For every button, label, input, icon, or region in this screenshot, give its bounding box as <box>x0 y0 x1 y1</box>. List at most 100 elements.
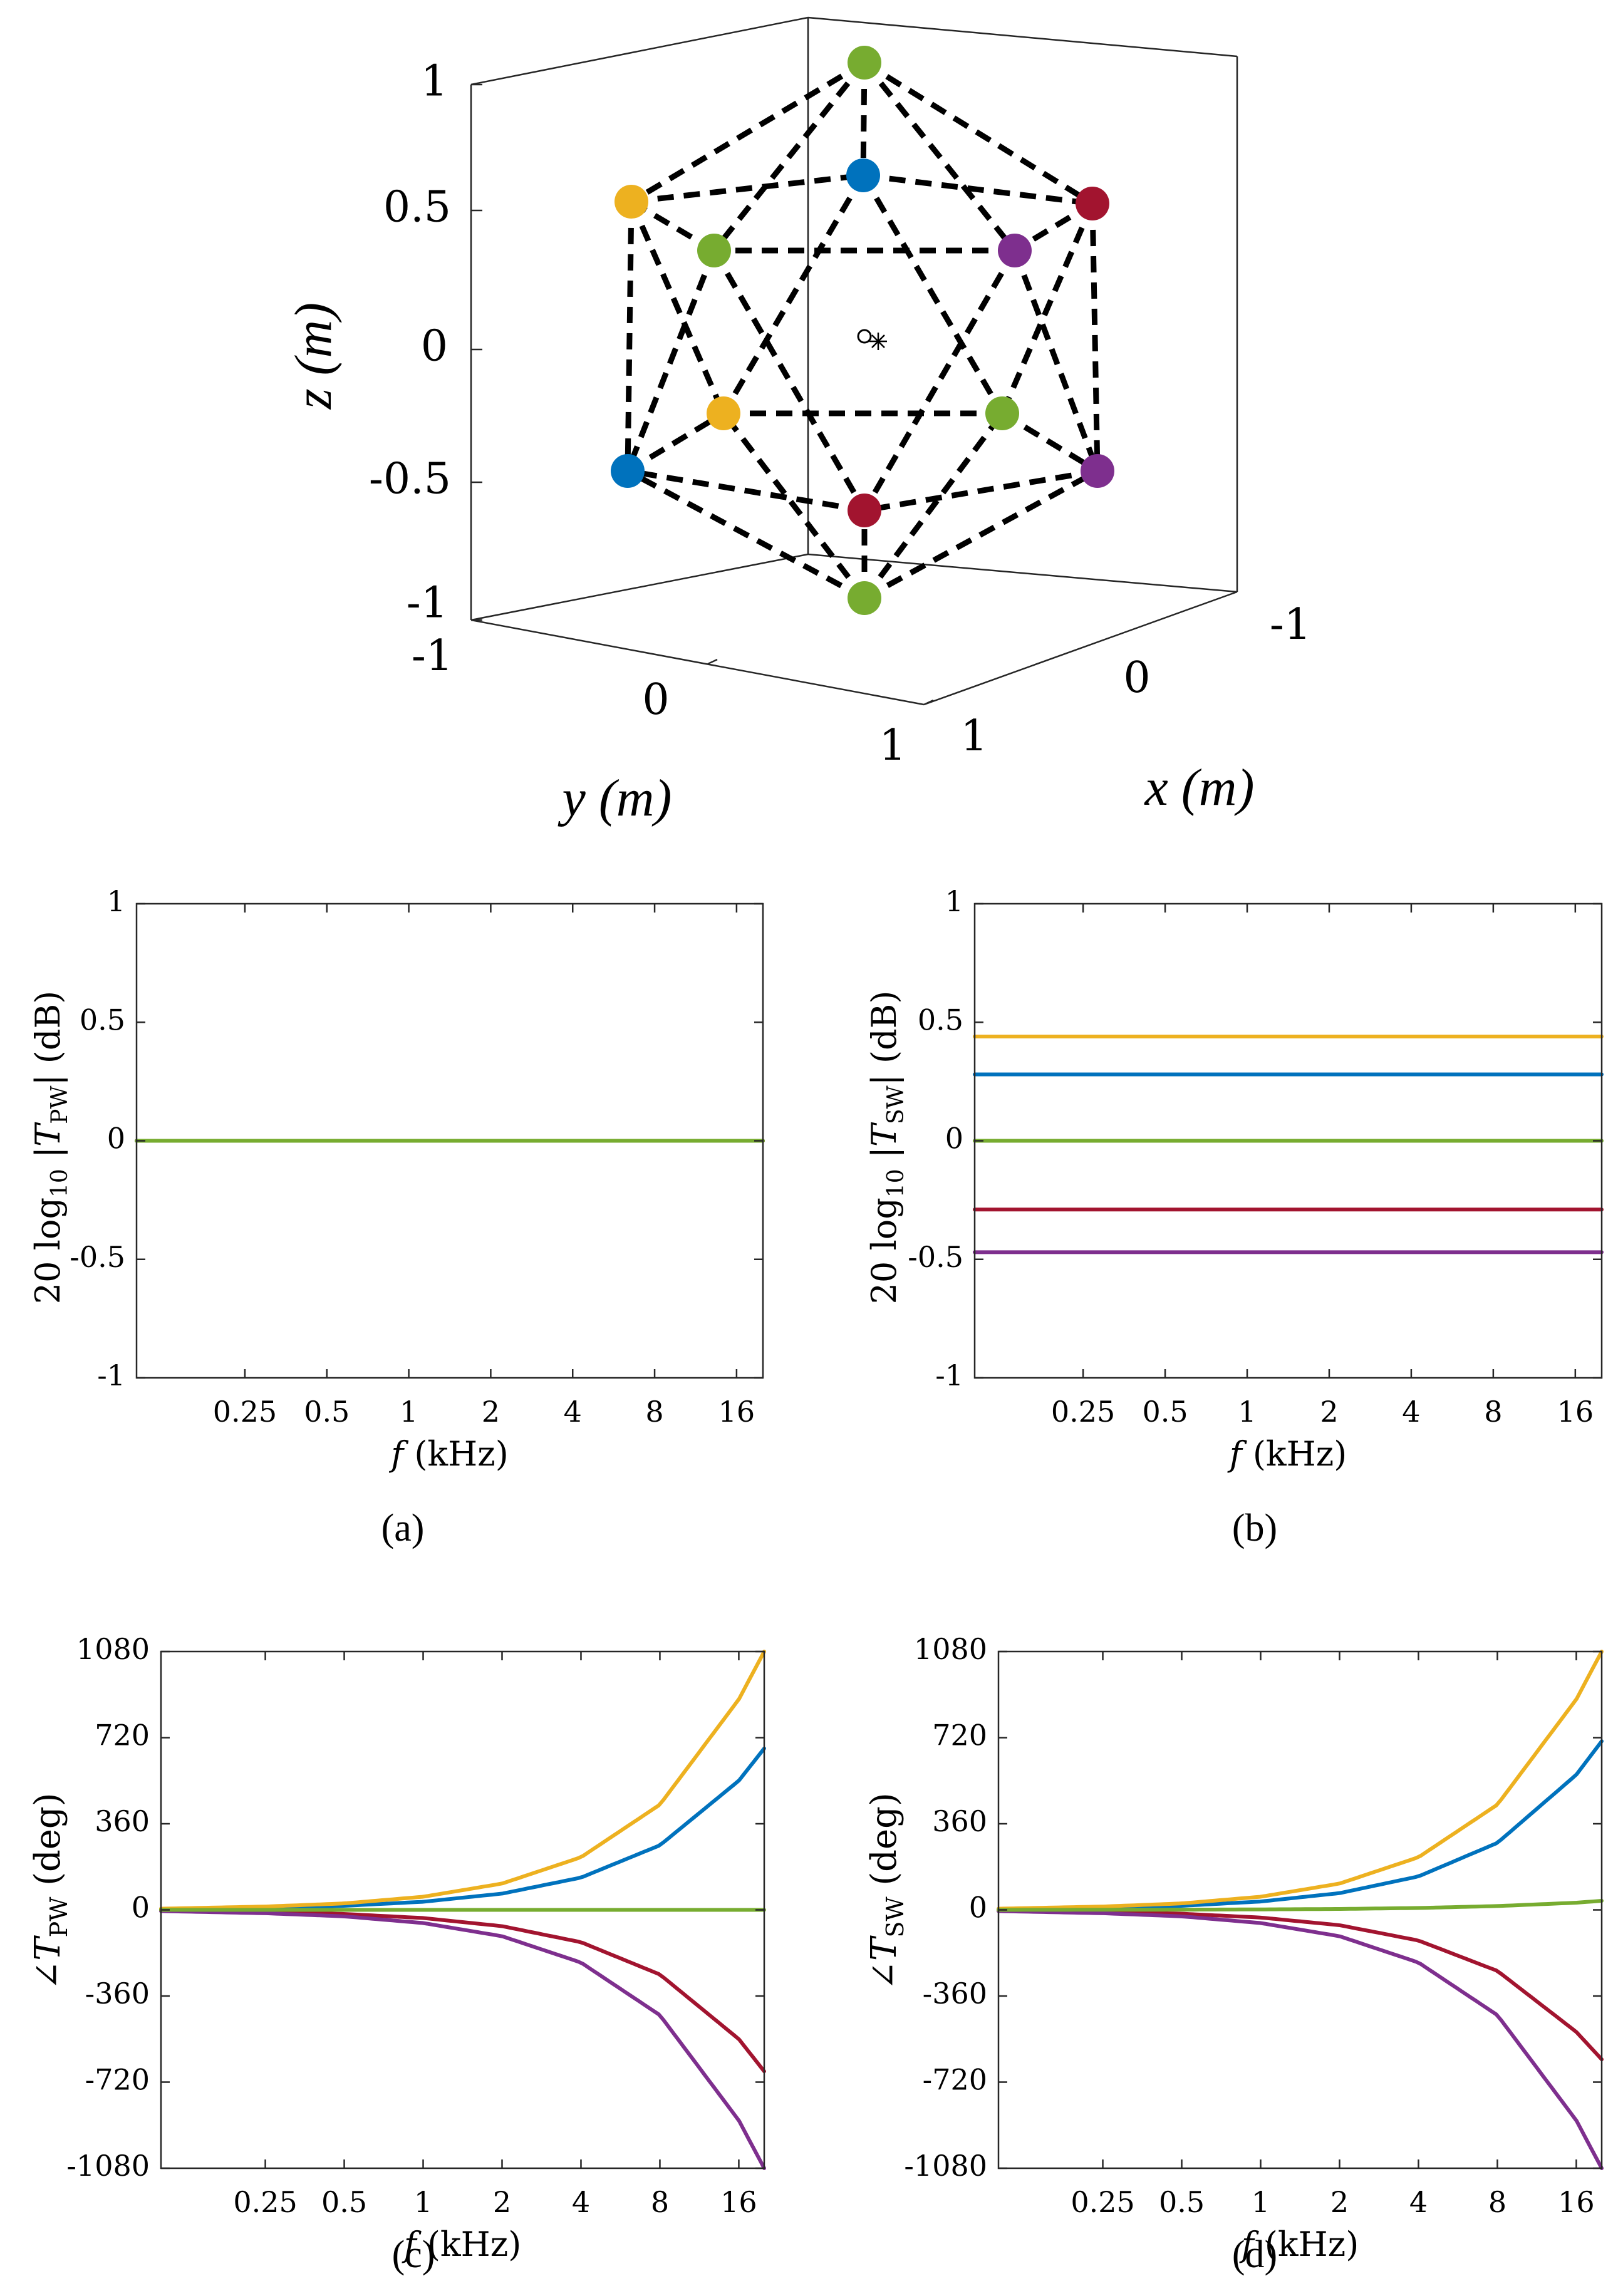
x-axis-label: f (kHz) <box>402 2225 522 2264</box>
x-axis-label: f (kHz) <box>1239 2225 1359 2264</box>
y-tick-label: -1 <box>935 1358 963 1392</box>
x-tick-label: 2 <box>1320 1395 1338 1429</box>
x-tick-label: 0.5 <box>304 1395 350 1429</box>
axes-ticks <box>471 83 934 706</box>
series-line-green <box>997 1899 1604 1912</box>
y-tick-label: -360 <box>923 1977 987 2010</box>
vertex-marker-red <box>1076 187 1109 220</box>
y-tick-label: 1 <box>945 884 963 918</box>
y-tick-label: 0 <box>132 1891 150 1925</box>
y-tick-label: 0.5 <box>918 1003 963 1037</box>
series-line-purple <box>159 1909 766 2170</box>
icosahedron-edge <box>626 468 866 601</box>
icosahedron-edge <box>712 249 867 512</box>
ylabel-b: 20 log10 |TSW| (dB) <box>864 991 909 1305</box>
vertex-marker-red <box>848 494 881 527</box>
y-axis-label: y (m) <box>557 769 672 827</box>
x-tick-label: 16 <box>1557 1395 1594 1429</box>
x-axis-label-unit: (kHz) <box>417 2225 522 2264</box>
icosahedron-edge <box>862 411 1005 600</box>
vertex-marker-green <box>985 396 1019 430</box>
frequency-response-plots: 1 0.5 0 -0.5 -1 0.25 0.5 1 2 4 8 16 f (kHz) 1 0.5 0 -0.5… <box>66 884 1604 2264</box>
x-tick-label: 0.5 <box>1159 2185 1205 2219</box>
center-star-marker <box>869 333 887 350</box>
y-tick-label: 1 <box>107 884 125 918</box>
icosahedron-edge <box>628 200 727 415</box>
z-tick-label: -1 <box>407 579 448 628</box>
series-line-blue <box>159 1746 766 1911</box>
x-tick-label: 2 <box>493 2185 511 2219</box>
z-tick-label: 0.5 <box>383 183 451 232</box>
icosahedron-edge <box>1000 411 1099 473</box>
x-tick-label: 8 <box>1488 2185 1506 2219</box>
axes-box <box>470 16 1238 706</box>
y-tick-label: -0.5 <box>908 1240 963 1274</box>
icosahedron-3d-plot: 1 0.5 0 -0.5 -1 -1 0 1 -1 0 1 z (m) y (m… <box>284 16 1311 827</box>
icosahedron-edge <box>625 249 717 472</box>
icosahedron-edges <box>625 60 1101 601</box>
ylabel-a: 20 log10 |TPW| (dB) <box>28 991 73 1304</box>
x-tick-label: 2 <box>482 1395 500 1429</box>
icosahedron-edge <box>863 60 1094 206</box>
icosahedron-edge <box>627 468 865 514</box>
x-tick-label: 1 <box>400 1395 418 1429</box>
caption-c: (c) <box>392 2233 435 2276</box>
icosahedron-edge <box>721 173 866 415</box>
center-circle-marker <box>857 329 872 344</box>
x-tick-label: 1 <box>1238 1395 1256 1429</box>
icosahedron-edge <box>999 202 1096 415</box>
series-line-orange <box>997 1650 1604 1911</box>
plot-c: 1080 720 360 0 -360 -720 -1080 0.25 0.5 1 2 4 8 16 f (… <box>66 1632 766 2264</box>
z-tick-label: -0.5 <box>369 455 451 504</box>
x-tick-label: 4 <box>1409 2185 1428 2219</box>
z-tick-labels: 1 0.5 0 -0.5 -1 <box>369 57 451 628</box>
x-tick-label: 2 <box>1330 2185 1349 2219</box>
x-tick-label: 4 <box>572 2185 590 2219</box>
plot-b: 1 0.5 0 -0.5 -1 0.25 0.5 1 2 4 8 16 f (kHz) <box>908 884 1604 1474</box>
x-tick-label: 0 <box>1123 653 1150 703</box>
caption-a: (a) <box>381 1507 425 1549</box>
icosahedron-edge <box>1012 249 1101 472</box>
plot-d: 1080 720 360 0 -360 -720 -1080 0.25 0.5 1 2 4 8 16 f (… <box>904 1632 1604 2264</box>
y-tick-label: 360 <box>95 1804 150 1838</box>
y-tick-label: 0 <box>945 1122 963 1156</box>
x-axis-label-unit: (kHz) <box>1242 1434 1347 1474</box>
vertex-marker-purple <box>1081 454 1114 488</box>
icosahedron-edge <box>712 61 867 252</box>
y-tick-label: 0 <box>969 1891 987 1925</box>
x-axis-label-unit: (kHz) <box>403 1434 509 1474</box>
plot-a: 1 0.5 0 -0.5 -1 0.25 0.5 1 2 4 8 16 f (kHz) <box>70 884 765 1474</box>
ylabel-c: ∠TPW (deg) <box>28 1792 73 1990</box>
series-line-red <box>159 1908 766 2074</box>
icosahedron-edge <box>864 468 1098 514</box>
icosahedron-edge <box>1089 203 1101 472</box>
x-axis-label-unit: (kHz) <box>1254 2225 1359 2264</box>
y-tick-label: 720 <box>932 1719 987 1752</box>
x-tick-label: 1 <box>1252 2185 1270 2219</box>
x-tick-label: 4 <box>1402 1395 1420 1429</box>
x-tick-label: 1 <box>414 2185 432 2219</box>
x-tick-label: 1 <box>960 711 987 761</box>
x-axis-label: x (m) <box>1144 758 1255 817</box>
y-tick-label: 0 <box>642 675 669 725</box>
x-tick-label: 0.5 <box>321 2185 367 2219</box>
x-tick-label: 16 <box>718 1395 755 1429</box>
vertex-marker-green <box>848 46 881 80</box>
y-tick-label: -1 <box>97 1358 125 1392</box>
icosahedron-edge <box>861 173 1005 415</box>
ylabel-d: ∠TSW (deg) <box>864 1792 909 1990</box>
z-tick-label: 1 <box>421 57 448 106</box>
icosahedron-edge <box>863 468 1099 601</box>
series-line-orange <box>159 1650 766 1911</box>
x-tick-label: 16 <box>1558 2185 1595 2219</box>
y-tick-label: 0 <box>107 1122 125 1156</box>
icosahedron-edge <box>721 411 867 600</box>
center-markers <box>857 329 887 350</box>
vertex-marker-blue <box>846 158 880 192</box>
y-tick-label: 1 <box>879 721 906 770</box>
icosahedron-edge <box>626 411 725 473</box>
y-tick-labels: -1 0 1 <box>412 631 906 770</box>
y-tick-label: -1080 <box>66 2149 150 2183</box>
x-tick-label: 0.25 <box>1071 2185 1134 2219</box>
